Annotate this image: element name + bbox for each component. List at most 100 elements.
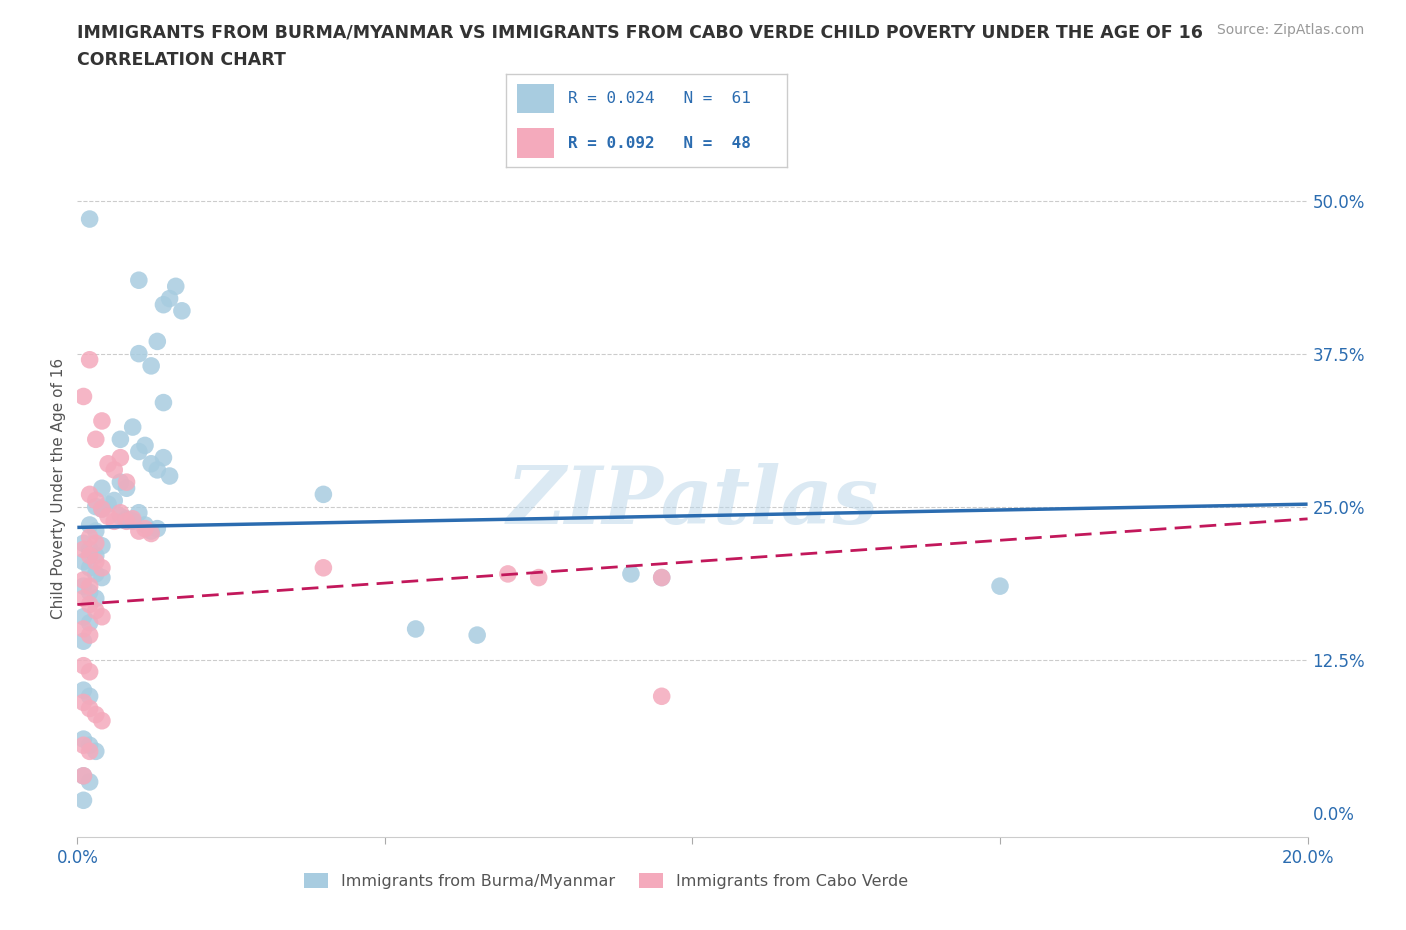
Point: [72, 591, 94, 605]
Point: [79, 597, 101, 612]
Point: [72, 768, 94, 783]
Text: IMMIGRANTS FROM BURMA/MYANMAR VS IMMIGRANTS FROM CABO VERDE CHILD POVERTY UNDER : IMMIGRANTS FROM BURMA/MYANMAR VS IMMIGRA…: [77, 23, 1204, 41]
Point: [84, 744, 107, 759]
Point: [72, 695, 94, 710]
Y-axis label: Child Poverty Under the Age of 16: Child Poverty Under the Age of 16: [51, 358, 66, 618]
Point: [651, 570, 673, 585]
Point: [405, 621, 427, 636]
Point: [110, 450, 132, 465]
Point: [90, 561, 114, 576]
Point: [84, 499, 107, 514]
Point: [110, 505, 132, 520]
Point: [79, 585, 101, 600]
Point: [988, 578, 1011, 593]
Point: [115, 481, 138, 496]
Point: [79, 542, 101, 557]
Point: [79, 737, 101, 752]
Point: [72, 573, 94, 588]
Point: [72, 536, 94, 551]
Point: [72, 554, 94, 569]
Point: [134, 517, 156, 532]
Point: [159, 469, 181, 484]
Legend: Immigrants from Burma/Myanmar, Immigrants from Cabo Verde: Immigrants from Burma/Myanmar, Immigrant…: [298, 867, 914, 896]
Text: R = 0.024   N =  61: R = 0.024 N = 61: [568, 91, 751, 106]
Point: [620, 566, 643, 581]
Point: [84, 566, 107, 581]
Point: [72, 621, 94, 636]
Point: [79, 701, 101, 716]
Point: [84, 432, 107, 446]
Text: Source: ZipAtlas.com: Source: ZipAtlas.com: [1216, 23, 1364, 37]
Point: [141, 457, 163, 472]
Text: R = 0.092   N =  48: R = 0.092 N = 48: [568, 136, 751, 151]
Point: [121, 514, 143, 529]
Point: [152, 450, 174, 465]
Point: [496, 566, 519, 581]
Point: [79, 530, 101, 545]
Point: [110, 432, 132, 446]
Point: [84, 591, 107, 605]
Point: [146, 521, 169, 536]
Point: [79, 561, 101, 576]
Point: [84, 548, 107, 563]
Point: [90, 713, 114, 728]
Point: [121, 512, 143, 526]
Point: [72, 732, 94, 747]
Point: [79, 616, 101, 631]
Point: [72, 542, 94, 557]
Text: ZIPatlas: ZIPatlas: [506, 463, 879, 541]
Point: [79, 689, 101, 704]
Point: [134, 438, 156, 453]
Point: [146, 462, 169, 477]
Point: [152, 395, 174, 410]
Point: [72, 578, 94, 593]
Point: [170, 303, 193, 318]
Point: [128, 445, 150, 459]
Point: [103, 493, 125, 508]
Bar: [517, 84, 554, 113]
Point: [79, 775, 101, 790]
Point: [128, 505, 150, 520]
Point: [79, 664, 101, 679]
Point: [72, 737, 94, 752]
Point: [103, 462, 125, 477]
Point: [141, 526, 163, 541]
Point: [128, 272, 150, 287]
Point: [72, 768, 94, 783]
Point: [115, 512, 138, 526]
Point: [72, 683, 94, 698]
Point: [134, 521, 156, 536]
Point: [312, 487, 335, 502]
Point: [110, 509, 132, 524]
Point: [141, 358, 163, 373]
Point: [165, 279, 187, 294]
Point: [90, 609, 114, 624]
Point: [121, 419, 143, 434]
Point: [90, 570, 114, 585]
Point: [79, 517, 101, 532]
Point: [312, 561, 335, 576]
Point: [90, 501, 114, 516]
Point: [84, 524, 107, 538]
Point: [110, 474, 132, 489]
Point: [79, 548, 101, 563]
Point: [527, 570, 550, 585]
Point: [72, 633, 94, 648]
Point: [79, 487, 101, 502]
Bar: [517, 128, 554, 158]
Point: [97, 457, 120, 472]
Point: [72, 793, 94, 808]
Point: [128, 524, 150, 538]
Point: [84, 493, 107, 508]
Text: CORRELATION CHART: CORRELATION CHART: [77, 51, 287, 69]
Point: [90, 501, 114, 516]
Point: [90, 538, 114, 553]
Point: [84, 554, 107, 569]
Point: [159, 291, 181, 306]
Point: [103, 514, 125, 529]
Point: [651, 570, 673, 585]
Point: [128, 346, 150, 361]
Point: [141, 524, 163, 538]
Point: [115, 514, 138, 529]
Point: [72, 609, 94, 624]
